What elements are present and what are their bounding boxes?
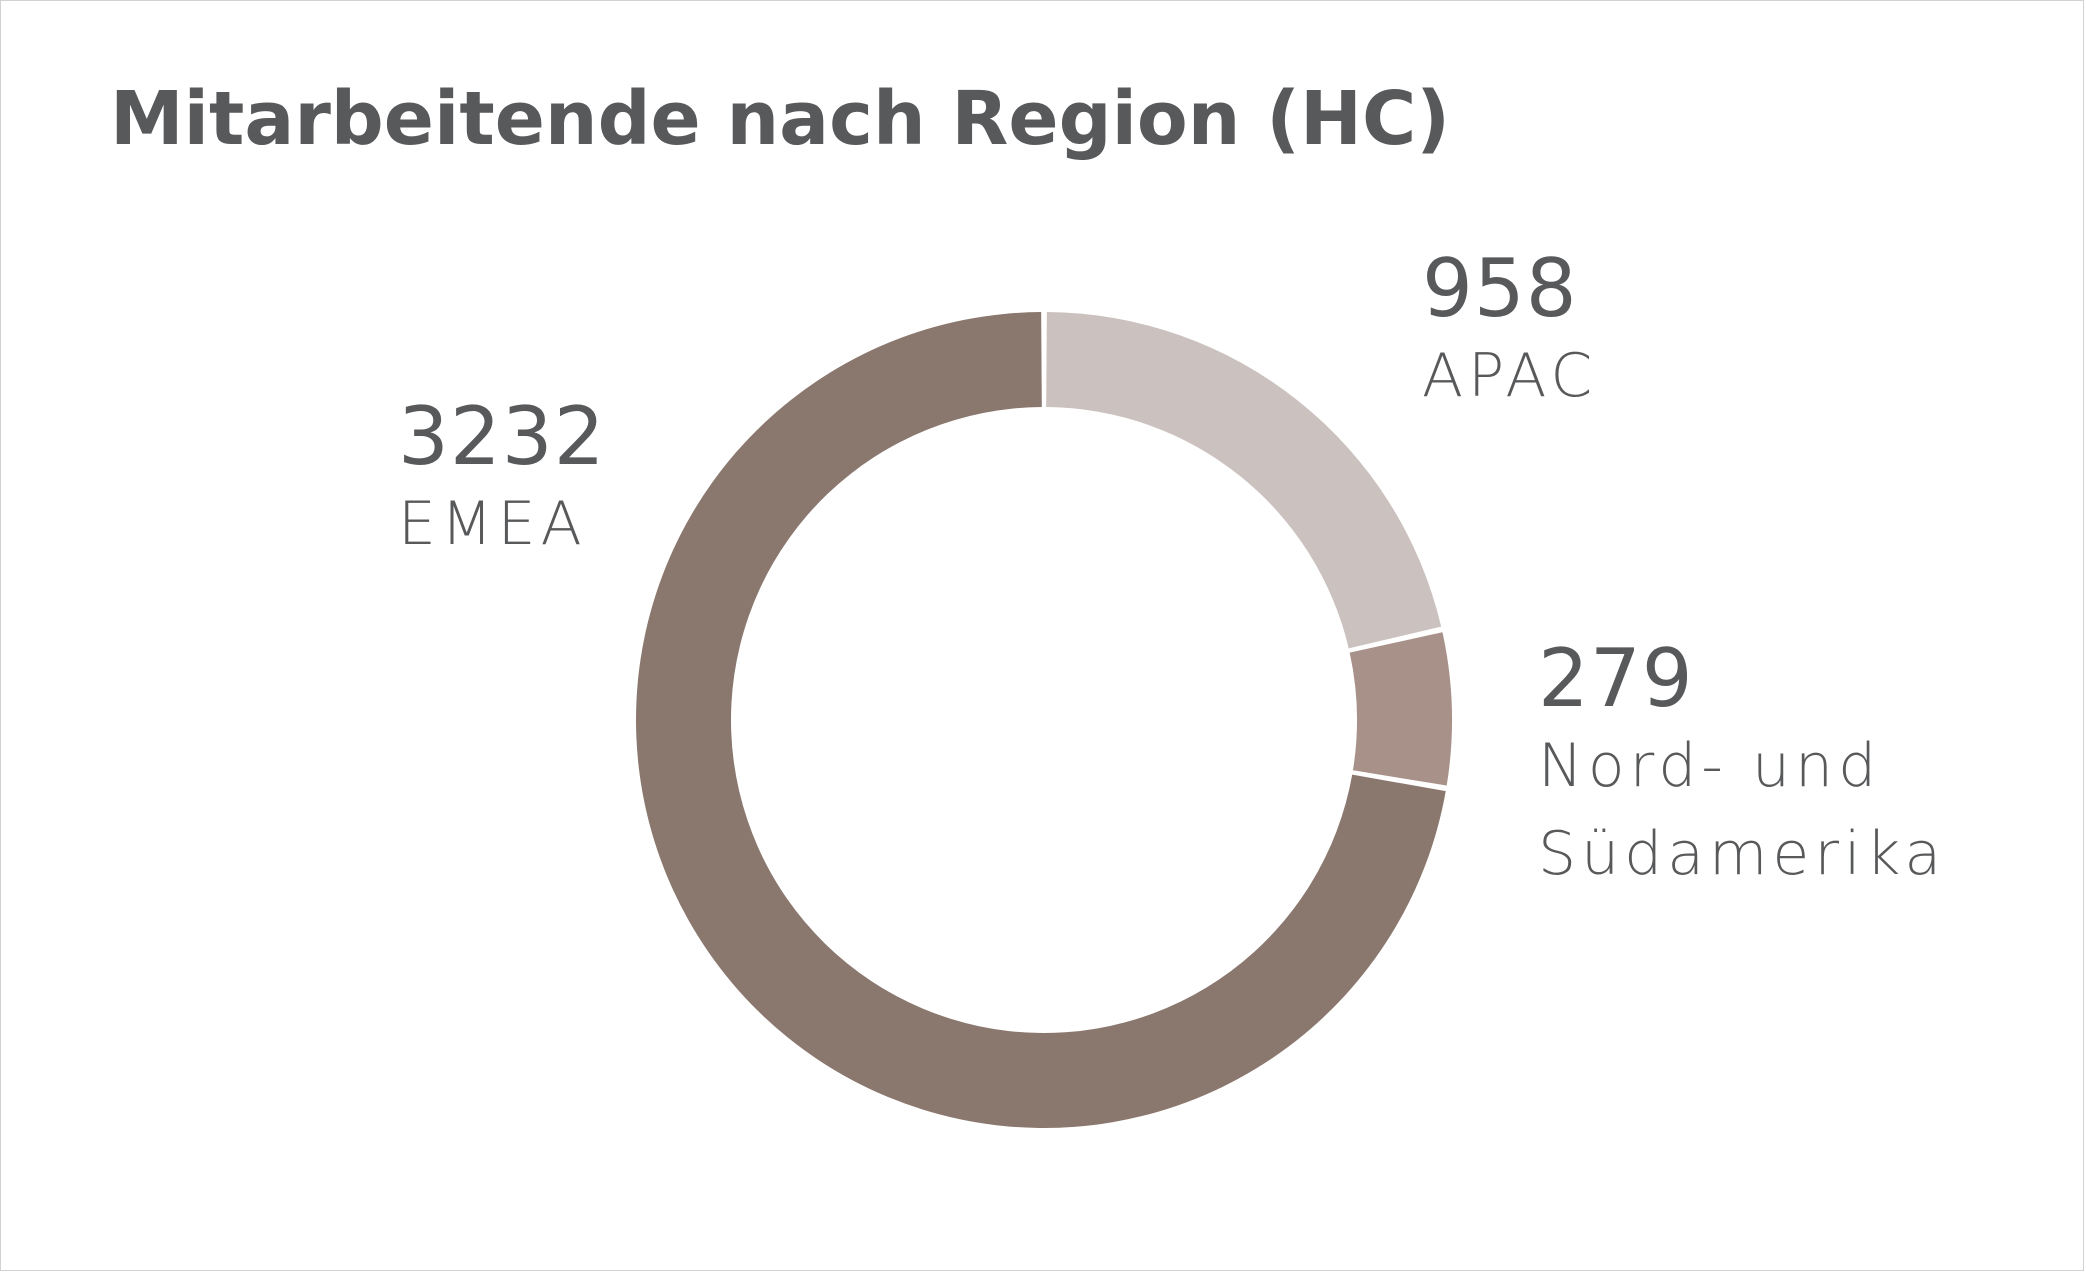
slice-value-apac: 958 xyxy=(1422,242,1578,335)
slice-name-apac: APAC xyxy=(1422,341,1598,411)
slice-label-emea: 3232 EMEA xyxy=(398,394,606,568)
slice-name-emea: EMEA xyxy=(398,489,587,559)
chart-title: Mitarbeitende nach Region (HC) xyxy=(110,76,1451,162)
slice-name-americas-line1: Nord- und xyxy=(1538,731,1882,801)
slice-value-americas: 279 xyxy=(1538,632,1694,725)
slice-name-americas-line2: Südamerika xyxy=(1538,819,1947,889)
slice-value-emea: 3232 xyxy=(398,390,606,483)
slice-apac xyxy=(1046,312,1442,649)
slice-americas xyxy=(1349,632,1453,786)
slice-label-apac: 958 APAC xyxy=(1422,246,1597,420)
slice-label-americas: 279 Nord- und Südamerika xyxy=(1538,636,1946,898)
